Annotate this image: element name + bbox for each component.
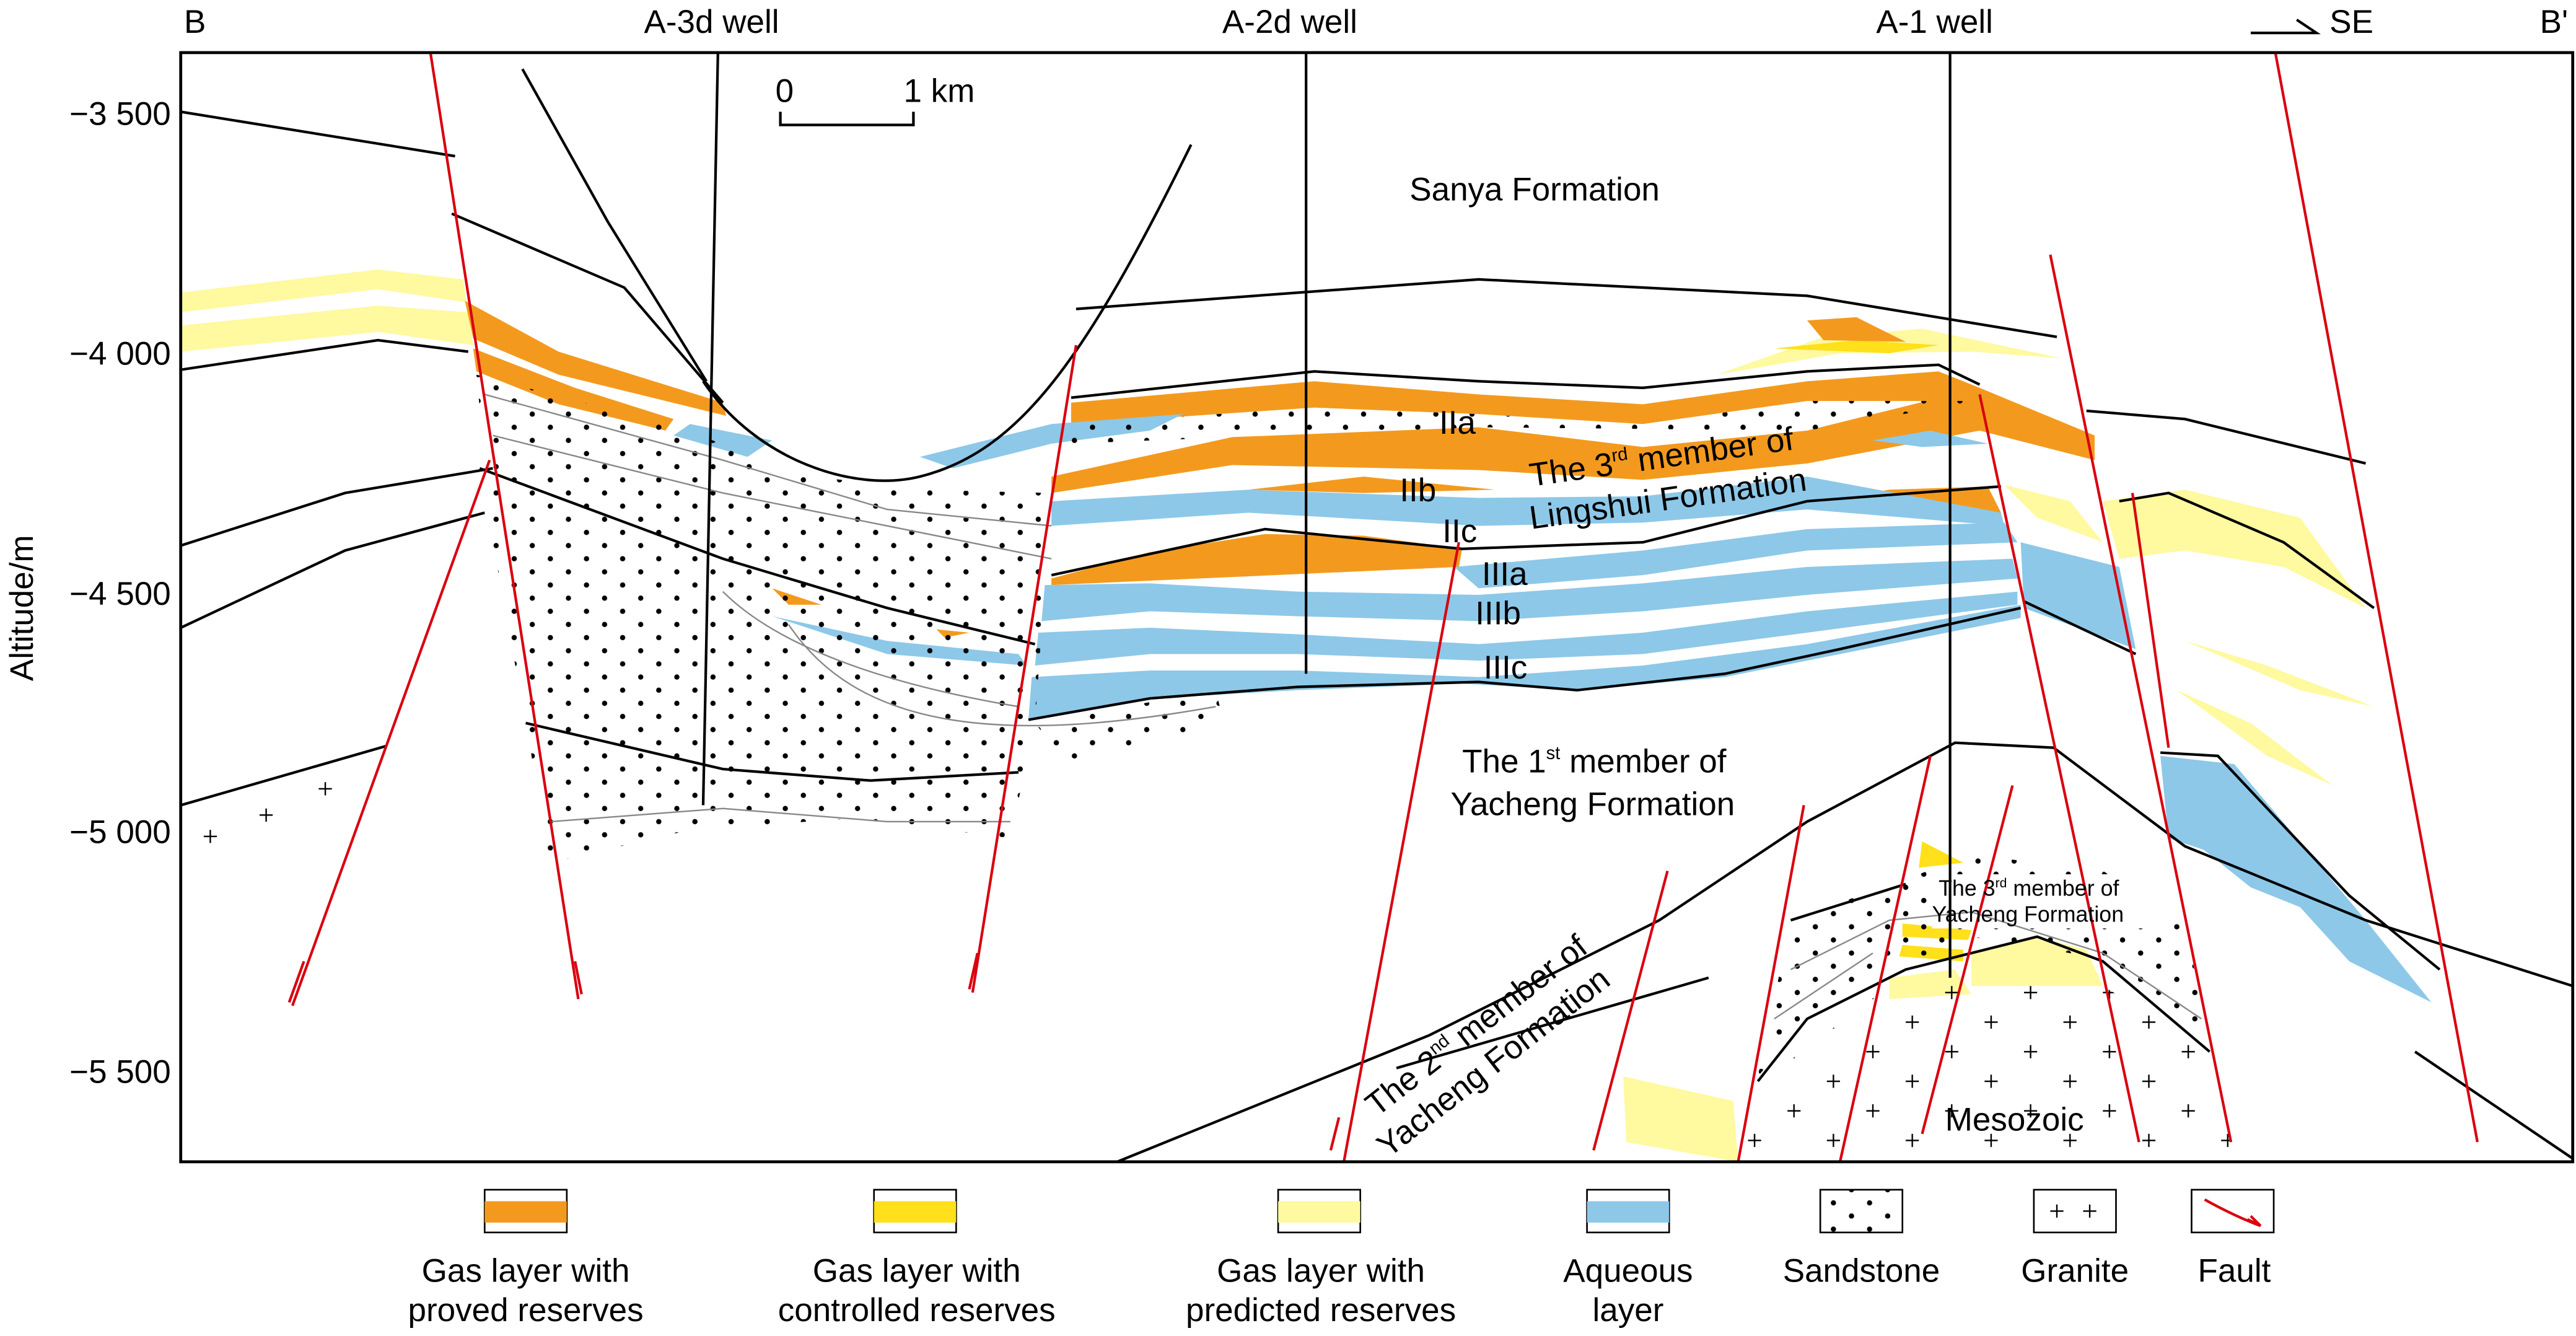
yacheng-1-label-line2: Yacheng Formation	[1451, 786, 1735, 822]
mesozoic-label: Mesozoic	[1945, 1101, 2084, 1138]
layer-label: IIb	[1400, 472, 1436, 509]
legend: Gas layer with proved reserves Gas layer…	[408, 1189, 2275, 1329]
y-tick: −4 000	[69, 336, 171, 372]
direction-arrow-icon	[2250, 19, 2321, 35]
y-axis-label: Altitude/m	[4, 535, 40, 681]
layer-label: IIIa	[1482, 556, 1528, 592]
well-label-a1: A-1 well	[1876, 4, 1993, 40]
y-tick: −5 000	[69, 814, 171, 850]
svg-text:layer: layer	[1592, 1292, 1663, 1329]
yacheng-3-label-line2: Yacheng Formation	[1932, 902, 2124, 927]
svg-text:Fault: Fault	[2197, 1252, 2271, 1289]
svg-text:Granite: Granite	[2021, 1252, 2129, 1289]
well-label-a3d: A-3d well	[644, 4, 779, 40]
legend-item-controlled: Gas layer with controlled reserves	[778, 1189, 1056, 1329]
yacheng-1-label-line1: The 1st member of	[1462, 743, 1727, 780]
layer-label: IIc	[1442, 513, 1477, 550]
legend-item-proved: Gas layer with proved reserves	[408, 1189, 644, 1329]
yacheng-3-label-line1: The 3rd member of	[1939, 876, 2119, 900]
svg-text:controlled reserves: controlled reserves	[778, 1292, 1056, 1329]
faults	[287, 52, 2479, 1162]
legend-item-granite: Granite	[2021, 1189, 2129, 1289]
legend-item-sandstone: Sandstone	[1783, 1189, 1940, 1289]
svg-text:Gas layer with: Gas layer with	[1217, 1252, 1425, 1289]
svg-text:Aqueous: Aqueous	[1563, 1252, 1693, 1289]
svg-text:Gas layer with: Gas layer with	[422, 1252, 630, 1289]
layer-label: IIIc	[1484, 649, 1528, 686]
granite-body	[1741, 986, 2235, 1162]
granite-crosses-left	[203, 782, 332, 843]
svg-text:Gas layer with: Gas layer with	[813, 1252, 1021, 1289]
label-background	[1932, 874, 2162, 929]
wells	[701, 52, 1952, 978]
layer-label: IIa	[1439, 405, 1476, 441]
y-tick: −4 500	[69, 576, 171, 612]
scale-end: 1 km	[903, 73, 975, 109]
well-a3d-trajectory	[701, 52, 719, 806]
stratigraphic-boundaries	[180, 68, 2574, 1163]
sandstone-bodies	[476, 374, 2210, 1076]
y-tick: −5 500	[69, 1054, 171, 1091]
layer-label: IIIb	[1475, 595, 1521, 632]
legend-item-predicted: Gas layer with predicted reserves	[1186, 1189, 1456, 1329]
svg-text:Sandstone: Sandstone	[1783, 1252, 1940, 1289]
direction-label: SE	[2329, 4, 2373, 40]
y-tick: −3 500	[69, 96, 171, 133]
section-start-label: B	[184, 4, 206, 40]
legend-item-fault: Fault	[2191, 1189, 2275, 1289]
scale-start: 0	[776, 73, 794, 109]
y-axis-ticks: −3 500 −4 000 −4 500 −5 000 −5 500	[69, 96, 171, 1091]
sanya-formation-label: Sanya Formation	[1409, 172, 1660, 208]
scale-bar	[779, 112, 915, 126]
well-label-a2d: A-2d well	[1222, 4, 1357, 40]
svg-text:proved reserves: proved reserves	[408, 1292, 644, 1329]
section-frame	[179, 51, 2575, 1164]
section-end-label: B'	[2540, 4, 2568, 40]
legend-item-aqueous: Aqueous layer	[1563, 1189, 1693, 1329]
svg-text:predicted reserves: predicted reserves	[1186, 1292, 1456, 1329]
